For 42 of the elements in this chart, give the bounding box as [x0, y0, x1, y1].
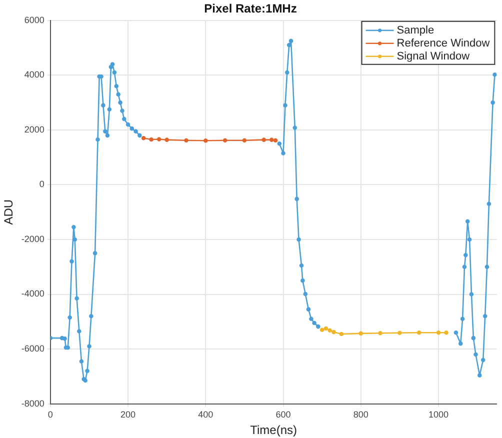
point — [358, 331, 364, 336]
point — [416, 330, 422, 335]
legend-label: Sample — [396, 24, 434, 36]
point — [242, 138, 247, 142]
point — [269, 138, 274, 142]
point — [149, 137, 154, 142]
point — [262, 138, 266, 142]
y-tick-label: 2000 — [24, 124, 44, 134]
point — [164, 138, 169, 142]
x-tick-label: 400 — [198, 410, 214, 420]
x-tick-label: 200 — [120, 410, 136, 420]
point — [156, 137, 162, 142]
x-tick-label: 800 — [353, 410, 368, 420]
y-tick-label: -2000 — [21, 234, 44, 244]
x-axis-title: Time(ns) — [250, 423, 298, 438]
x-tick-label: 0 — [48, 410, 53, 420]
point — [339, 332, 344, 336]
y-tick-label: -4000 — [21, 288, 44, 299]
point — [222, 138, 228, 142]
point — [184, 138, 188, 142]
x-tick-label: 1000 — [428, 410, 449, 420]
y-tick-label: 4000 — [24, 70, 44, 80]
y-tick-label: 0 — [39, 179, 44, 190]
point — [141, 136, 146, 140]
point — [444, 330, 448, 335]
legend-label: Reference Window — [396, 37, 490, 50]
point — [332, 330, 336, 334]
point — [398, 330, 402, 336]
chart-title: Pixel Rate:1MHz — [204, 2, 297, 16]
point — [436, 330, 441, 335]
x-tick-label: 600 — [276, 410, 291, 420]
y-axis-title: ADU — [2, 199, 16, 225]
y-tick-label: -6000 — [21, 344, 44, 354]
point — [320, 328, 324, 332]
point — [324, 326, 328, 331]
legend-label: Signal Window — [396, 50, 470, 62]
point — [378, 330, 382, 336]
y-tick-label: -8000 — [21, 398, 44, 408]
y-tick-label: 6000 — [24, 14, 44, 25]
point — [328, 328, 332, 333]
point — [273, 138, 278, 142]
point — [203, 138, 208, 143]
